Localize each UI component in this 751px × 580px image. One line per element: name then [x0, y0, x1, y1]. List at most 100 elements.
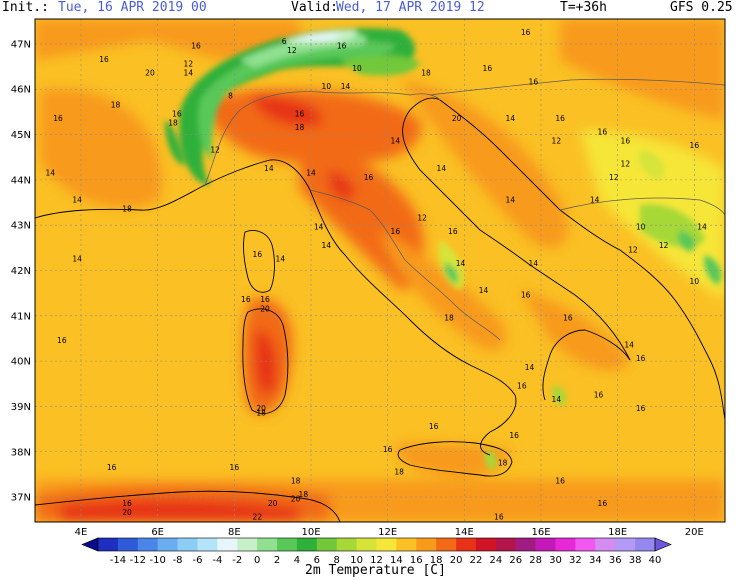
- lon-tick-label: 16E: [531, 527, 550, 538]
- graticule: [35, 19, 725, 522]
- colorbar-tick-label: 16: [410, 555, 423, 566]
- temperature-value-label: 16: [230, 463, 240, 472]
- temperature-value-label: 16: [517, 381, 527, 390]
- temperature-value-label: 18: [168, 118, 178, 127]
- lat-tick-label: 46N: [11, 85, 31, 96]
- colorbar-tick-label: 12: [370, 555, 383, 566]
- colorbar-tick-label: 26: [509, 555, 522, 566]
- lon-tick-label: 8E: [228, 527, 241, 538]
- temperature-value-label: 14: [506, 196, 516, 205]
- colorbar-frame: [97, 537, 656, 552]
- colorbar-swatch: [157, 538, 178, 551]
- colorbar-tick-label: 2: [274, 555, 280, 566]
- colorbar-swatch: [316, 538, 338, 551]
- lon-tick-label: 20E: [685, 527, 704, 538]
- lat-tick-label: 38N: [11, 447, 31, 458]
- temperature-value-label: 10: [322, 82, 332, 91]
- colorbar-tick-label: 28: [529, 555, 542, 566]
- temperature-value-label: 14: [306, 168, 316, 177]
- lat-tick-label: 39N: [11, 402, 31, 413]
- temperature-value-label: 20: [291, 495, 301, 504]
- temperature-value-label: 14: [264, 164, 274, 173]
- lat-tick-label: 37N: [11, 493, 31, 504]
- temperature-value-label: 14: [46, 168, 56, 177]
- temperature-value-label: 20: [452, 114, 462, 123]
- borders: [204, 78, 726, 341]
- colorbar-tick-label: 34: [589, 555, 602, 566]
- colorbar-tick-label: 10: [350, 555, 363, 566]
- colorbar-swatch: [376, 538, 397, 551]
- temperature-value-label: 16: [295, 109, 305, 118]
- temperature-value-label: 16: [598, 128, 608, 137]
- colorbar-tick-label: 36: [609, 555, 622, 566]
- lat-tick-label: 47N: [11, 39, 31, 50]
- temperature-value-label: 16: [191, 41, 201, 50]
- colorbar-swatch: [177, 538, 198, 551]
- colorbar-swatch: [535, 538, 556, 551]
- colorbar-tick-label: -4: [212, 555, 222, 566]
- temperature-value-label: 14: [590, 196, 600, 205]
- colorbar-swatch: [575, 538, 596, 551]
- temperature-value-label: 16: [636, 354, 646, 363]
- colorbar-swatch: [356, 538, 377, 551]
- init-label: Init.:: [2, 0, 49, 15]
- temperature-value-label: 10: [352, 64, 362, 73]
- temperature-value-label: 14: [506, 114, 516, 123]
- temperature-value-label: 12: [659, 241, 669, 250]
- colorbar-swatch: [595, 538, 616, 551]
- colorbar-swatch: [436, 538, 457, 551]
- temperature-value-label: 18: [444, 313, 454, 322]
- colorbar: -14 -12 -10 -8 -6 -4 -2 0 2 4 6 8 10 12 14 16 18 20 22 24 26…: [81, 537, 672, 566]
- temperature-value-label: 12: [621, 159, 631, 168]
- temperature-value-label: 16: [555, 476, 565, 485]
- temperature-value-label: 14: [529, 259, 539, 268]
- temperature-value-label: 20: [145, 69, 155, 78]
- colorbar-tick-label: 40: [649, 555, 662, 566]
- temperature-value-label: 14: [72, 254, 82, 263]
- temperature-value-label: 6: [282, 37, 287, 46]
- temperature-value-label: 12: [552, 137, 562, 146]
- temperature-value-label: 20: [260, 304, 270, 313]
- temperature-value-label: 12: [628, 245, 638, 254]
- colorbar-swatch: [495, 538, 517, 551]
- colorbar-tick-label: 30: [549, 555, 562, 566]
- lat-tick-label: 41N: [11, 311, 31, 322]
- lon-tick-label: 14E: [455, 527, 474, 538]
- temperature-value-label: 16: [99, 55, 109, 64]
- temperature-value-label: 12: [417, 214, 427, 223]
- lat-tick-label: 42N: [11, 266, 31, 277]
- temperature-value-label: 16: [690, 141, 700, 150]
- temperature-value-label: 14: [697, 223, 707, 232]
- colorbar-tick-label: 32: [569, 555, 582, 566]
- lat-tick-label: 43N: [11, 221, 31, 232]
- temperature-value-label: 14: [276, 254, 286, 263]
- temperature-value-label: 14: [437, 164, 447, 173]
- colorbar-swatch: [137, 538, 158, 551]
- colorbar-tick-label: 22: [470, 555, 483, 566]
- temperature-value-label: 16: [241, 295, 251, 304]
- temperature-value-label: 14: [456, 259, 466, 268]
- temperature-value-label: 16: [391, 227, 401, 236]
- coastlines: [34, 97, 726, 523]
- lon-tick-label: 4E: [75, 527, 88, 538]
- model-name: GFS 0.25: [670, 0, 733, 15]
- temperature-value-label: 16: [594, 390, 604, 399]
- plot-frame: [34, 18, 726, 523]
- colorbar-swatch: [456, 538, 477, 551]
- colorbar-min-arrow: [81, 537, 99, 552]
- temperature-value-label: 16: [555, 114, 565, 123]
- temperature-value-label: 18: [122, 205, 132, 214]
- temperature-value-label: 20: [268, 499, 278, 508]
- colorbar-tick-label: 20: [450, 555, 463, 566]
- temperature-value-label: 16: [57, 336, 67, 345]
- temperature-value-label: 20: [122, 508, 132, 517]
- temperature-value-label: 22: [253, 513, 263, 522]
- temperature-value-label: 16: [509, 431, 519, 440]
- colorbar-tick-label: -8: [173, 555, 183, 566]
- lon-tick-label: 12E: [378, 527, 397, 538]
- colorbar-tick-label: -2: [232, 555, 242, 566]
- temperature-value-label: 16: [53, 114, 63, 123]
- colorbar-swatch: [257, 538, 278, 551]
